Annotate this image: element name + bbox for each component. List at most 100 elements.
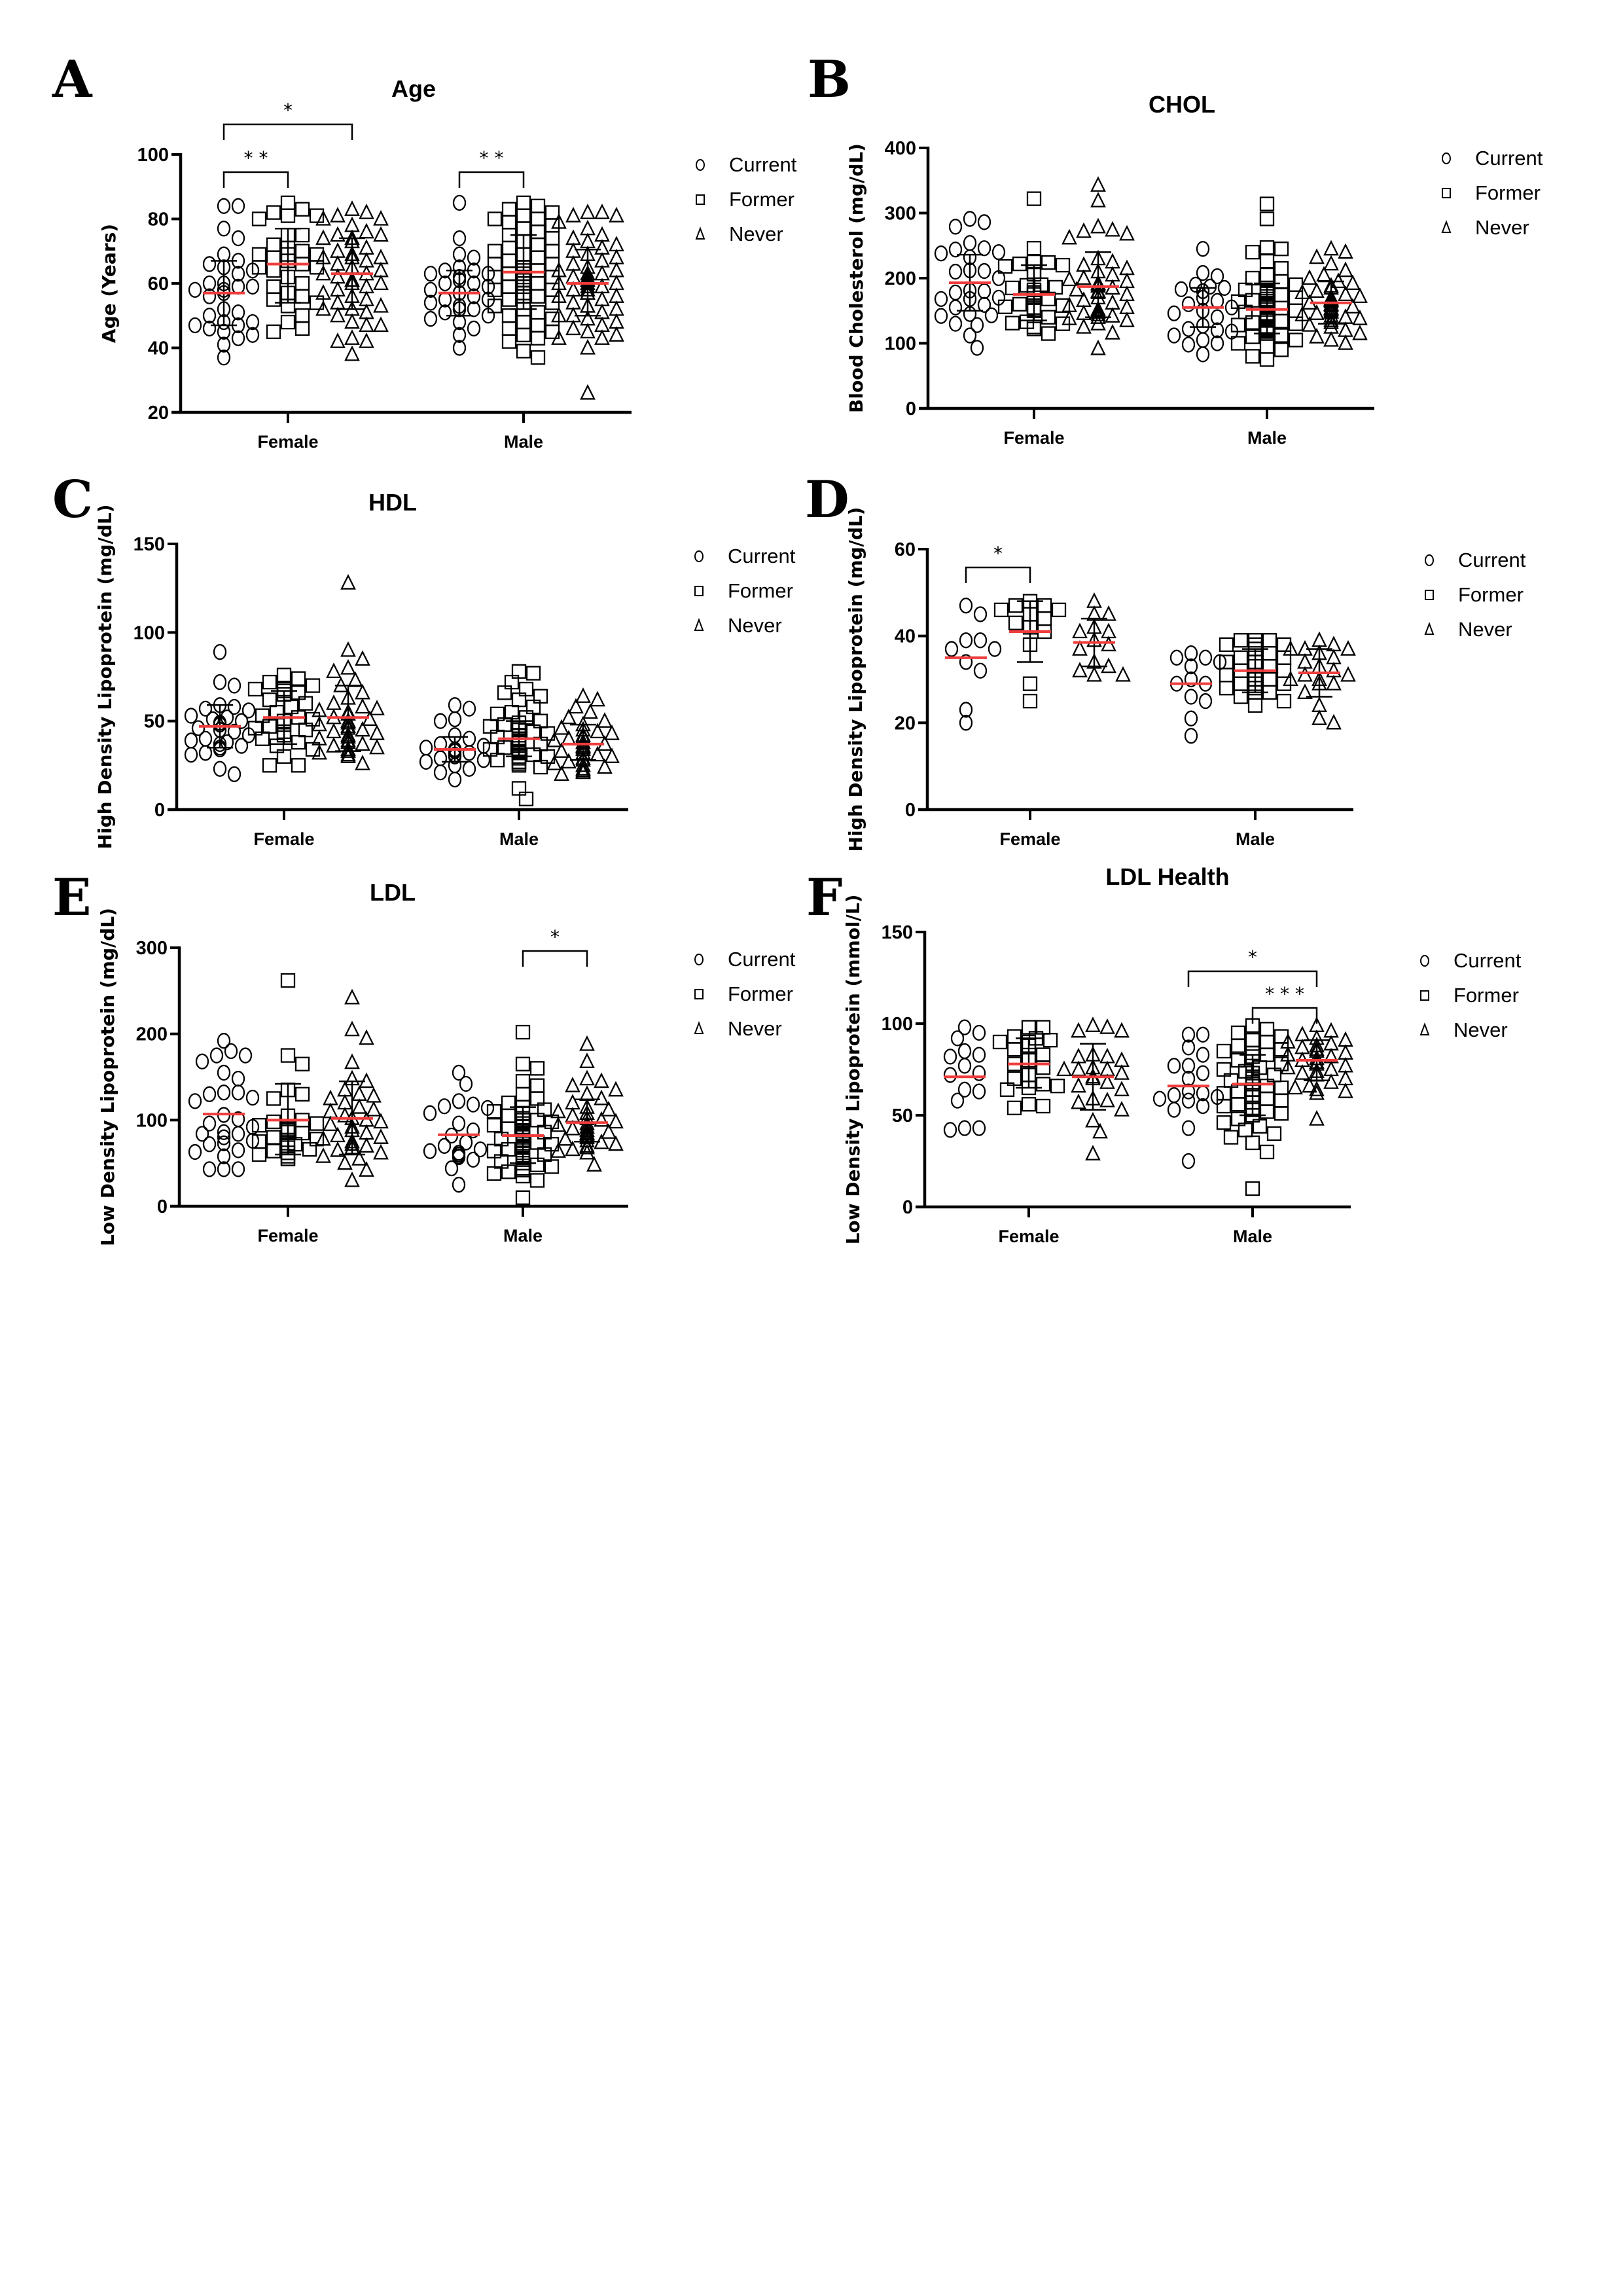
data-point bbox=[241, 702, 256, 719]
data-point bbox=[1105, 266, 1120, 282]
data-point bbox=[1026, 191, 1042, 206]
data-point bbox=[340, 658, 356, 675]
data-point bbox=[594, 291, 610, 306]
group-current-female bbox=[188, 198, 260, 366]
data-point bbox=[1072, 662, 1088, 677]
data-point bbox=[1152, 1090, 1167, 1107]
data-point bbox=[1119, 312, 1135, 327]
data-point bbox=[518, 791, 534, 806]
data-point bbox=[1071, 1093, 1086, 1109]
data-point bbox=[312, 744, 327, 760]
data-point bbox=[326, 662, 342, 679]
group-current-female bbox=[188, 1033, 260, 1177]
data-point bbox=[255, 731, 270, 746]
data-point bbox=[1274, 260, 1289, 276]
data-point bbox=[1076, 269, 1092, 285]
data-point bbox=[1283, 670, 1298, 687]
data-point bbox=[948, 263, 963, 280]
data-point bbox=[1309, 304, 1325, 320]
data-point bbox=[565, 268, 581, 284]
data-point bbox=[1071, 1047, 1086, 1064]
y-tick-label: 40 bbox=[895, 626, 916, 647]
data-point bbox=[315, 264, 331, 281]
data-point bbox=[1012, 296, 1027, 312]
data-point bbox=[948, 284, 963, 301]
y-tick-label: 20 bbox=[148, 403, 169, 423]
data-point bbox=[340, 745, 356, 762]
data-point bbox=[1216, 1115, 1232, 1130]
data-point bbox=[1297, 683, 1313, 700]
bracket-line bbox=[522, 950, 588, 967]
data-point bbox=[551, 287, 567, 303]
data-point bbox=[1219, 668, 1234, 683]
data-point bbox=[1311, 709, 1327, 725]
data-point bbox=[963, 235, 977, 251]
data-point bbox=[344, 313, 360, 329]
data-point bbox=[1274, 274, 1289, 289]
data-point bbox=[217, 336, 231, 353]
data-point bbox=[1216, 1098, 1232, 1114]
data-point bbox=[1309, 1081, 1325, 1096]
data-point bbox=[551, 306, 567, 323]
panel-f: F LDL Health Low Density Lipoprotein (mmol… bbox=[806, 863, 1522, 1246]
data-point bbox=[419, 753, 433, 770]
data-point bbox=[262, 674, 277, 690]
significance-bracket: * bbox=[1187, 946, 1318, 987]
data-point bbox=[580, 338, 596, 355]
data-point bbox=[575, 760, 591, 776]
data-point bbox=[202, 288, 217, 304]
data-point bbox=[348, 671, 363, 687]
data-point bbox=[530, 350, 546, 365]
data-point bbox=[326, 694, 342, 710]
data-point bbox=[1276, 676, 1292, 691]
data-point bbox=[1099, 1047, 1115, 1064]
data-point bbox=[1026, 321, 1042, 336]
data-point bbox=[1259, 1022, 1275, 1037]
triangle-marker-icon bbox=[1441, 220, 1452, 233]
data-point bbox=[608, 1081, 624, 1097]
data-point bbox=[997, 299, 1013, 314]
data-point bbox=[1043, 1033, 1058, 1048]
data-point bbox=[580, 204, 596, 219]
data-point bbox=[992, 1034, 1008, 1050]
data-point bbox=[1259, 1091, 1275, 1106]
data-point bbox=[597, 712, 613, 728]
data-point bbox=[1302, 316, 1317, 332]
significance-bracket: * * bbox=[223, 147, 289, 188]
group-former-male bbox=[1219, 633, 1292, 713]
data-point bbox=[973, 662, 988, 679]
group-never-female bbox=[1072, 592, 1131, 682]
data-point bbox=[1274, 287, 1289, 303]
data-point bbox=[355, 683, 370, 700]
data-point bbox=[419, 740, 433, 756]
data-point bbox=[609, 287, 624, 303]
data-point bbox=[501, 308, 517, 323]
data-point bbox=[191, 720, 205, 736]
x-tick-label: Male bbox=[1247, 428, 1287, 448]
significance-stars: * bbox=[283, 99, 293, 121]
legend-label: Former bbox=[728, 982, 793, 1005]
data-point bbox=[579, 1137, 595, 1153]
panel-letter: E bbox=[52, 868, 91, 927]
data-point bbox=[530, 237, 546, 253]
data-point bbox=[1086, 592, 1102, 608]
data-point bbox=[601, 1123, 616, 1139]
panel-letter: C bbox=[52, 470, 93, 529]
data-point bbox=[231, 1126, 245, 1142]
circle-marker-icon bbox=[694, 550, 704, 562]
data-point bbox=[1340, 666, 1356, 682]
triangle-marker-icon bbox=[694, 618, 704, 631]
data-point bbox=[1167, 305, 1181, 321]
data-point bbox=[1184, 710, 1198, 726]
data-point bbox=[565, 1094, 580, 1110]
data-point bbox=[580, 232, 596, 249]
data-point bbox=[373, 296, 389, 313]
data-point bbox=[977, 283, 991, 300]
significance-bracket: * bbox=[223, 99, 353, 140]
data-point bbox=[1352, 325, 1368, 340]
data-point bbox=[359, 223, 374, 239]
data-point bbox=[231, 1070, 245, 1087]
data-point bbox=[433, 764, 448, 781]
data-point bbox=[1245, 315, 1260, 330]
data-point bbox=[202, 256, 217, 272]
